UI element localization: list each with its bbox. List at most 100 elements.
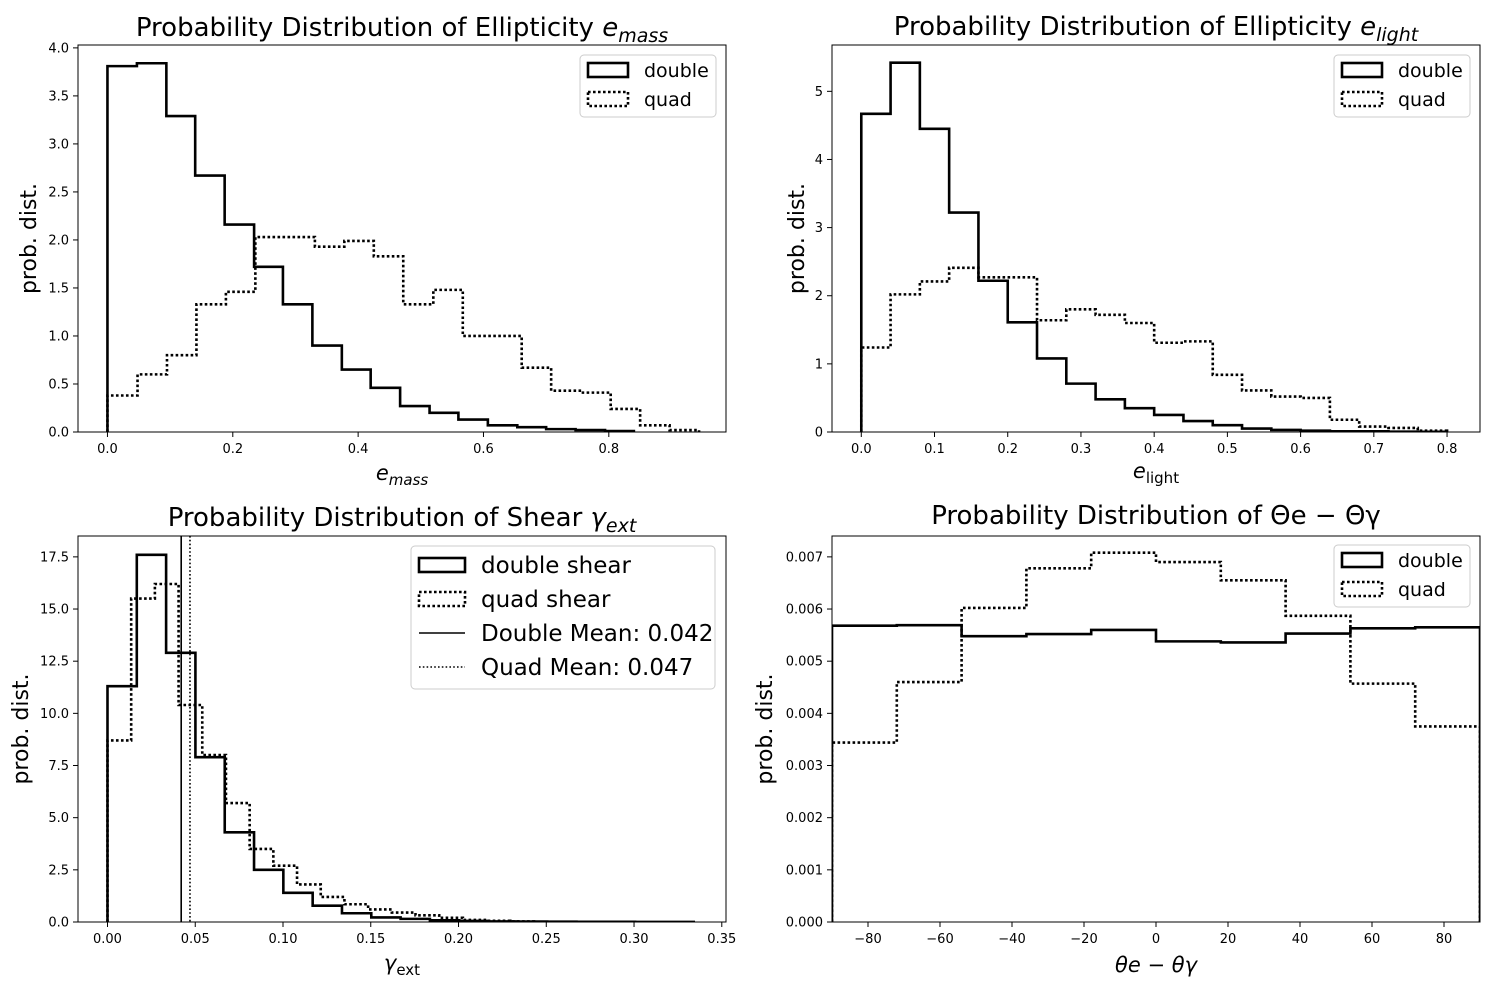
y-tick-label: 2.0 — [48, 233, 69, 248]
legend-box — [410, 545, 716, 690]
x-tick-label: −60 — [926, 932, 953, 947]
x-axis-label: θe − θγ — [1115, 953, 1199, 977]
legend-label: double — [1398, 550, 1463, 572]
legend-label: double shear — [481, 553, 632, 579]
series-double — [832, 623, 1480, 922]
chart-title: Probability Distribution of Ellipticity … — [894, 12, 1420, 46]
y-tick-label: 3 — [815, 221, 823, 236]
x-label-subscript: mass — [389, 471, 429, 489]
x-tick-label: 60 — [1364, 932, 1381, 947]
title-text: Probability Distribution of Ellipticity — [136, 13, 602, 43]
legend-label: quad — [1398, 89, 1446, 111]
chart-shear: 0.00 0.05 0.10 0.15 0.20 0.25 0.30 0.35 0.0 2.5 5.… — [9, 503, 736, 979]
y-axis-label: prob. dist. — [785, 183, 810, 294]
x-tick-label: 0.05 — [181, 932, 210, 947]
x-tick-label: 0.4 — [348, 442, 369, 457]
x-tick-label: 0.3 — [1071, 442, 1092, 457]
y-tick-label: 0.003 — [786, 759, 823, 774]
x-tick-label: −20 — [1070, 932, 1097, 947]
y-tick-label: 3.5 — [48, 89, 69, 104]
title-text: Probability Distribution of Shear — [168, 503, 591, 533]
legend: double quad — [1333, 544, 1471, 608]
chart-elight: 0.0 0.1 0.2 0.3 0.4 0.5 0.6 0.7 0.8 0 1 2 3 4 5 Probabi… — [785, 12, 1481, 487]
title-symbol: e — [602, 13, 618, 43]
x-tick-label: 0.0 — [97, 442, 118, 457]
x-axis-label: γext — [384, 951, 420, 979]
y-tick-label: 17.5 — [40, 550, 69, 565]
y-tick-label: 15.0 — [40, 603, 69, 618]
y-tick-label: 0.0 — [48, 426, 69, 441]
title-text: Probability Distribution of Ellipticity — [894, 12, 1360, 42]
series-quad — [832, 551, 1480, 922]
series-double — [106, 61, 636, 432]
chart-title: Probability Distribution of Shear γext — [168, 503, 638, 537]
title-text: Probability Distribution of — [931, 501, 1270, 531]
title-subscript: ext — [606, 515, 638, 537]
x-tick-label: −80 — [854, 932, 881, 947]
x-axis-label: elight — [1133, 459, 1179, 487]
y-tick-label: 1.0 — [48, 329, 69, 344]
legend-handle — [1340, 90, 1384, 108]
y-tick-label: 2 — [815, 289, 823, 304]
x-tick-label: 0.2 — [997, 442, 1018, 457]
legend-label: Double Mean: 0.042 — [481, 621, 713, 647]
x-tick-label: 0.2 — [222, 442, 243, 457]
x-tick-label: 20 — [1220, 932, 1237, 947]
legend-handle — [1340, 61, 1384, 79]
legend-handle — [417, 556, 467, 574]
axes-frame — [831, 44, 1481, 433]
series-quad — [859, 266, 1449, 432]
y-tick-label: 0 — [815, 426, 823, 441]
legend-label: double — [1398, 60, 1463, 82]
legend-handle — [1340, 580, 1384, 598]
axes-frame — [77, 535, 727, 923]
y-tick-label: 4.0 — [48, 41, 69, 56]
plot-area — [106, 61, 701, 432]
y-tick-label: 0.007 — [786, 550, 823, 565]
y-tick-label: 0.000 — [786, 916, 823, 931]
y-tick-label: 5 — [815, 85, 823, 100]
x-label-subscript: ext — [396, 961, 420, 979]
axes-frame — [77, 44, 727, 433]
x-label-symbol: e — [376, 461, 389, 485]
x-tick-label: 0.15 — [356, 932, 385, 947]
y-tick-label: 3.0 — [48, 137, 69, 152]
y-tick-label: 1 — [815, 357, 823, 372]
x-tick-label: 0.6 — [1290, 442, 1311, 457]
y-axis-label: prob. dist. — [753, 673, 778, 784]
x-tick-label: 80 — [1436, 932, 1453, 947]
x-tick-label: −40 — [998, 932, 1025, 947]
y-tick-label: 1.5 — [48, 281, 69, 296]
chart-title: Probability Distribution of Ellipticity … — [136, 13, 668, 47]
x-tick-label: 0.4 — [1144, 442, 1165, 457]
plot-area — [859, 61, 1449, 432]
y-tick-label: 0.005 — [786, 655, 823, 670]
y-tick-label: 0.002 — [786, 811, 823, 826]
x-tick-label: 0.30 — [620, 932, 649, 947]
y-tick-label: 4 — [815, 153, 823, 168]
legend-label: Quad Mean: 0.047 — [481, 655, 693, 681]
x-tick-label: 0.1 — [924, 442, 945, 457]
legend-box — [1333, 54, 1471, 118]
x-label-math: θe − θγ — [1115, 953, 1199, 977]
chart-angle-diff: −80 −60 −40 −20 0 20 40 60 80 0.000 0.001 0.002 0.00… — [753, 501, 1481, 977]
y-tick-label: 2.5 — [48, 863, 69, 878]
x-tick-label: 0.35 — [707, 932, 736, 947]
y-tick-label: 7.5 — [48, 759, 69, 774]
y-tick-label: 0.5 — [48, 377, 69, 392]
y-tick-label: 2.5 — [48, 185, 69, 200]
chart-title: Probability Distribution of Θe − Θγ — [931, 501, 1381, 531]
legend-label: quad — [644, 89, 692, 111]
x-tick-label: 0.00 — [93, 932, 122, 947]
title-symbol: e — [1360, 12, 1376, 42]
x-label-symbol: e — [1133, 459, 1146, 483]
y-tick-label: 5.0 — [48, 811, 69, 826]
series-quad-shear — [106, 582, 559, 922]
legend-handle — [1340, 551, 1384, 569]
x-label-subscript: light — [1146, 469, 1179, 487]
legend-label: quad shear — [481, 587, 611, 613]
legend: double quad — [1333, 54, 1471, 118]
x-tick-label: 0.20 — [444, 932, 473, 947]
x-tick-label: 0 — [1152, 932, 1160, 947]
legend-handle — [586, 90, 630, 108]
